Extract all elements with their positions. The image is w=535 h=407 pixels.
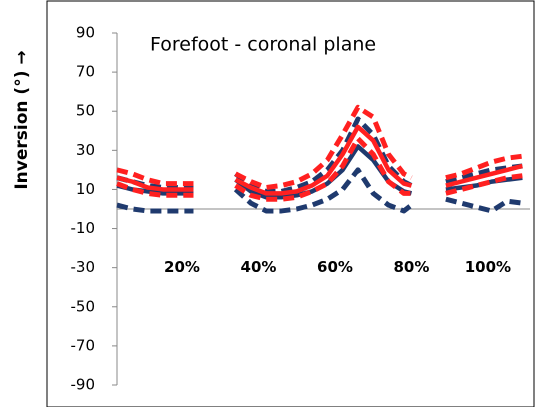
- y-axis-label: Inversion (°) →: [12, 50, 32, 189]
- series-line: [116, 136, 523, 202]
- series-line: [116, 104, 523, 190]
- chart-frame: [46, 0, 535, 407]
- x-tick-label: 60%: [317, 258, 353, 276]
- x-tick-label: 80%: [394, 258, 430, 276]
- y-tick-label: 50: [76, 102, 95, 120]
- series-line: [116, 167, 523, 214]
- series-line: [116, 124, 523, 196]
- x-tick-label: 40%: [241, 258, 277, 276]
- y-tick-label: 70: [76, 63, 95, 81]
- y-tick-label: 90: [76, 24, 95, 42]
- y-tick-label: 30: [76, 141, 95, 159]
- y-tick-label: 10: [76, 180, 95, 198]
- y-tick-label: -50: [71, 297, 96, 315]
- chart-title: Forefoot - coronal plane: [150, 34, 376, 56]
- y-tick-label: -10: [71, 219, 96, 237]
- y-tick-label: -30: [71, 258, 96, 276]
- x-tick-label: 100%: [465, 258, 511, 276]
- y-tick-label: -90: [71, 376, 96, 394]
- y-tick-label: -70: [71, 336, 96, 354]
- x-tick-label: 20%: [164, 258, 200, 276]
